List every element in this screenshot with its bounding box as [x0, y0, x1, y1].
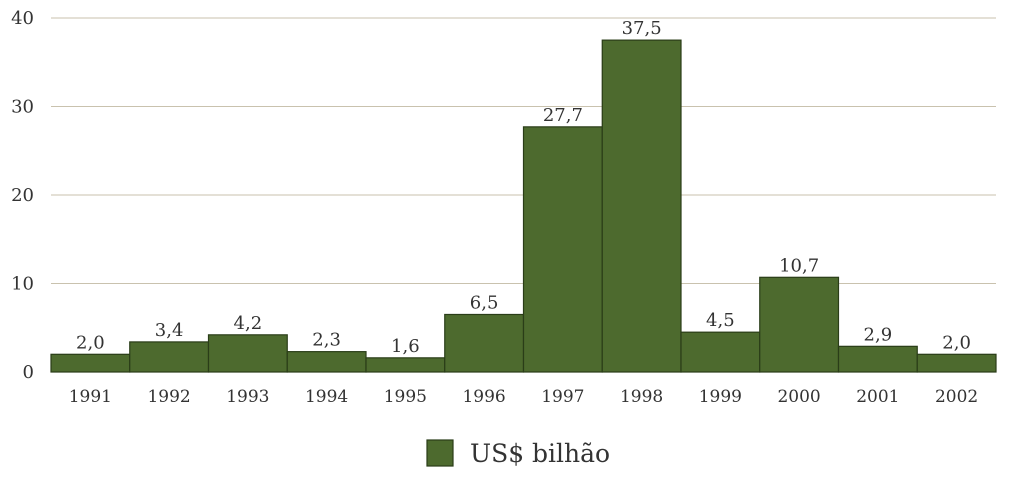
- bar-2000: [759, 276, 840, 373]
- x-tick-label-1993: 1993: [226, 387, 269, 407]
- legend-swatch: [426, 439, 454, 467]
- data-label-2002: 2,0: [942, 332, 971, 353]
- y-tick-label: 30: [11, 97, 34, 118]
- data-label-1998: 37,5: [622, 18, 662, 39]
- data-label-2000: 10,7: [779, 255, 819, 276]
- y-tick-label: 20: [11, 185, 34, 206]
- x-tick-label-1997: 1997: [541, 387, 584, 407]
- bar-1993: [207, 334, 288, 373]
- bar-1998: [601, 39, 682, 373]
- x-axis-ticks: 1991 1992 1993 1994 1995 1996 1997 1998 1999 2000…: [69, 387, 979, 407]
- bar-2002: [916, 353, 997, 373]
- x-tick-label-1996: 1996: [462, 387, 505, 407]
- data-label-1997: 27,7: [543, 105, 583, 126]
- data-label-1993: 4,2: [234, 313, 263, 334]
- bar-1997: [522, 126, 603, 373]
- bar-1996: [444, 313, 525, 373]
- y-tick-label: 10: [11, 274, 34, 295]
- x-tick-label-1999: 1999: [699, 387, 742, 407]
- legend-label: US$ bilhão: [470, 439, 610, 468]
- data-label-1994: 2,3: [312, 330, 341, 351]
- bars: [50, 39, 997, 373]
- legend: US$ bilhão: [426, 439, 610, 468]
- y-tick-label: 40: [11, 8, 34, 29]
- data-label-1999: 4,5: [706, 310, 735, 331]
- x-tick-label-1995: 1995: [384, 387, 427, 407]
- data-label-2001: 2,9: [864, 324, 893, 345]
- x-tick-label-2002: 2002: [935, 387, 978, 407]
- x-tick-label-2001: 2001: [856, 387, 899, 407]
- data-label-1996: 6,5: [470, 292, 499, 313]
- x-tick-label-2000: 2000: [777, 387, 820, 407]
- data-label-1992: 3,4: [155, 320, 184, 341]
- x-tick-label-1991: 1991: [69, 387, 112, 407]
- bar-1999: [680, 331, 761, 373]
- y-axis-ticks: 0 10 20 30 40: [11, 8, 34, 383]
- bar-1994: [286, 351, 367, 373]
- data-label-1991: 2,0: [76, 332, 105, 353]
- bar-1995: [365, 357, 446, 373]
- x-tick-label-1992: 1992: [147, 387, 190, 407]
- bar-1992: [129, 341, 210, 373]
- bar-2001: [837, 345, 918, 373]
- bar-1991: [50, 353, 131, 373]
- x-tick-label-1998: 1998: [620, 387, 663, 407]
- y-tick-label: 0: [23, 362, 34, 383]
- data-label-1995: 1,6: [391, 336, 420, 357]
- x-tick-label-1994: 1994: [305, 387, 348, 407]
- data-labels: 2,0 3,4 4,2 2,3 1,6 6,5 27,7 37,5 4,5 10,7 2,9 2,0: [76, 18, 971, 357]
